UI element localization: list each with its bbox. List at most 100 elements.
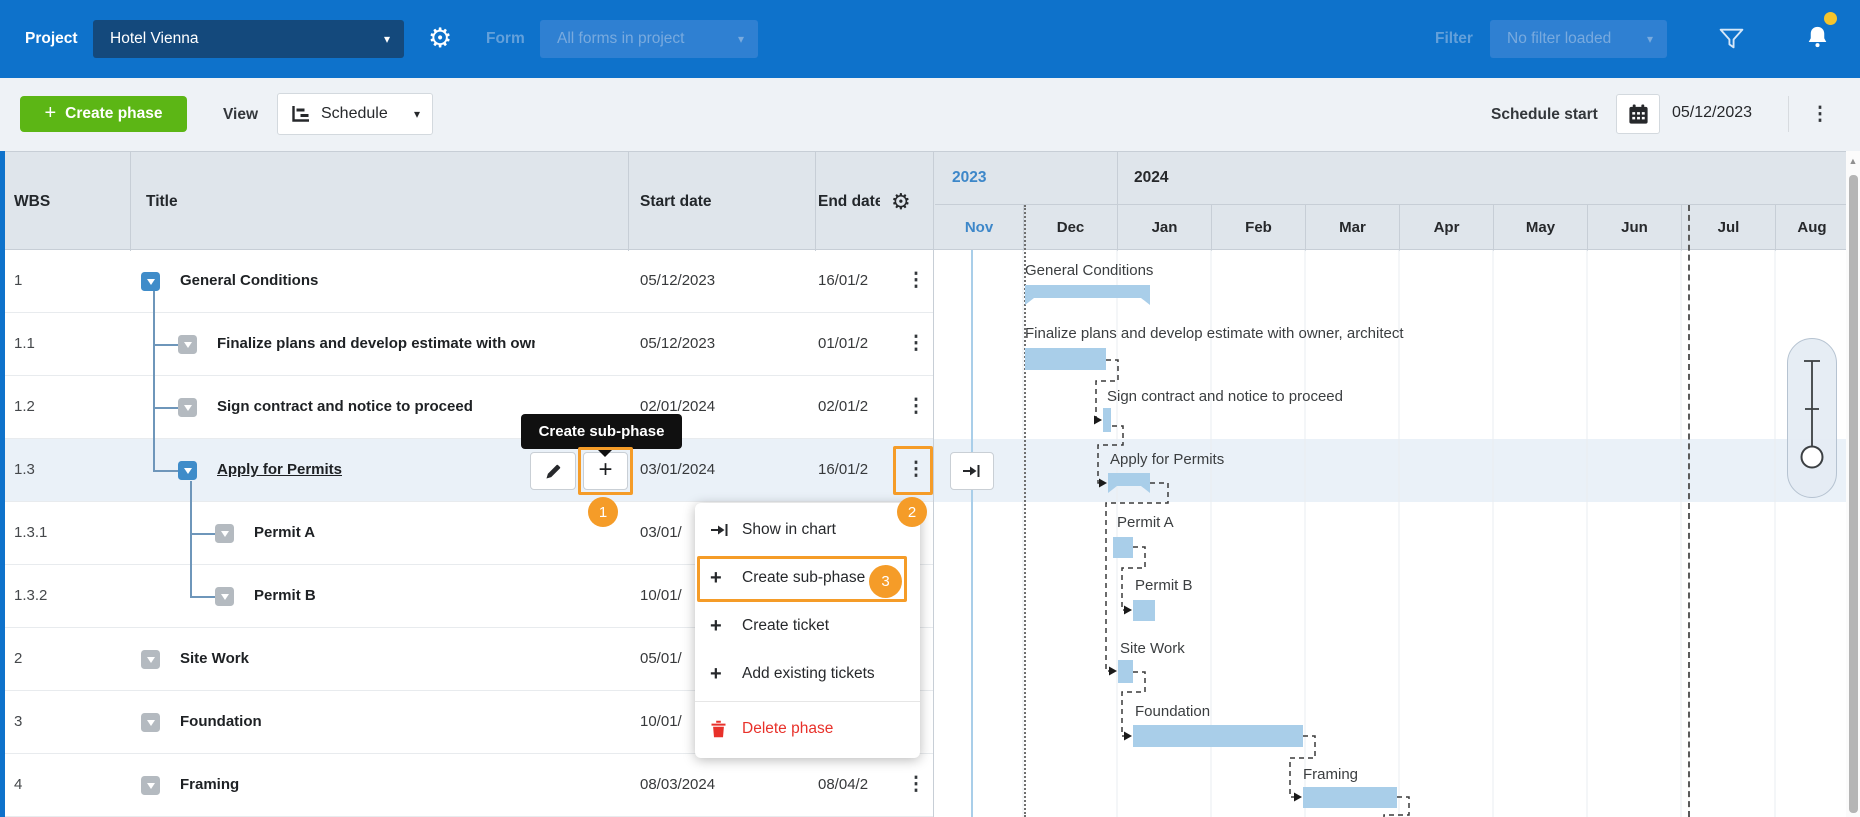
gantt-task-label: Site Work: [1120, 640, 1185, 657]
table-row[interactable]: 1.3.2 Permit B 10/01/: [5, 565, 933, 628]
row-title[interactable]: Apply for Permits: [217, 461, 343, 478]
annotation-badge-2: 2: [897, 497, 927, 527]
menu-item-label: Show in chart: [742, 521, 836, 538]
table-row[interactable]: 1.3 Apply for Permits 03/01/2024 16/01/2 ⋮: [5, 439, 933, 502]
plus-icon: +: [710, 662, 722, 685]
column-header-start-date: Start date: [640, 192, 712, 210]
tree-stub: [190, 533, 215, 535]
create-phase-label: Create phase: [65, 105, 163, 122]
gantt-month-Mar: Mar: [1305, 204, 1399, 251]
row-wbs: 2: [14, 650, 23, 667]
gantt-summary-bar[interactable]: [1108, 473, 1150, 493]
menu-item-show-in-chart[interactable]: Show in chart: [695, 506, 920, 554]
row-title[interactable]: Finalize plans and develop estimate with…: [217, 335, 535, 352]
dependency-connector: [1121, 546, 1146, 611]
pencil-icon: [544, 462, 563, 481]
create-phase-button[interactable]: + Create phase: [20, 96, 187, 132]
notification-bell-icon[interactable]: [1804, 24, 1831, 56]
project-settings-gear-icon[interactable]: ⚙: [428, 23, 453, 53]
menu-item-create-ticket[interactable]: + Create ticket: [695, 602, 920, 650]
table-row[interactable]: 1.1 Finalize plans and develop estimate w…: [5, 313, 933, 376]
row-kebab-menu[interactable]: ⋮: [906, 459, 926, 480]
annotation-ring-create-subphase-button: [578, 447, 633, 495]
gantt-bar[interactable]: [1113, 537, 1133, 558]
row-kebab-menu[interactable]: ⋮: [906, 333, 926, 354]
project-dropdown[interactable]: Hotel Vienna ▾: [93, 20, 404, 58]
edit-phase-button[interactable]: [530, 452, 576, 490]
toolbar-kebab-menu[interactable]: ⋮: [1810, 104, 1830, 125]
gantt-chart: General Conditions Finalize plans and dev…: [1022, 250, 1776, 817]
year-divider: [1117, 152, 1118, 204]
forms-dropdown[interactable]: All forms in project ▾: [540, 20, 758, 58]
funnel-filter-icon[interactable]: [1718, 26, 1745, 56]
gantt-month-Aug: Aug: [1775, 204, 1848, 251]
filter-dropdown[interactable]: No filter loaded ▾: [1490, 20, 1667, 58]
collapse-toggle[interactable]: [141, 272, 160, 291]
gantt-summary-bar[interactable]: [1025, 285, 1150, 305]
gantt-month-Dec: Dec: [1023, 204, 1117, 251]
expand-toggle[interactable]: [178, 335, 197, 354]
chart-zoom-slider[interactable]: [1787, 338, 1837, 498]
menu-item-add-existing-tickets[interactable]: + Add existing tickets: [695, 650, 920, 698]
table-row[interactable]: 1.3.1 Permit A 03/01/: [5, 502, 933, 565]
gantt-bar[interactable]: [1118, 660, 1133, 683]
table-row[interactable]: 3 Foundation 10/01/: [5, 691, 933, 754]
menu-item-label: Create ticket: [742, 617, 830, 634]
expand-toggle[interactable]: [215, 524, 234, 543]
gantt-bar[interactable]: [1303, 787, 1397, 808]
schedule-start-calendar-button[interactable]: [1616, 94, 1660, 134]
expand-toggle[interactable]: [215, 587, 234, 606]
row-title[interactable]: Sign contract and notice to proceed: [217, 398, 473, 415]
expand-toggle[interactable]: [141, 776, 160, 795]
gantt-bar[interactable]: [1103, 408, 1111, 432]
expand-toggle[interactable]: [141, 650, 160, 669]
calendar-icon: [1627, 103, 1650, 126]
menu-item-delete-phase[interactable]: Delete phase: [695, 705, 920, 753]
row-title[interactable]: Permit A: [254, 524, 316, 541]
top-bar: Project Hotel Vienna ▾ ⚙ Form All forms …: [0, 0, 1860, 78]
row-title[interactable]: Site Work: [180, 650, 249, 667]
scrollbar-up-arrow[interactable]: ▲: [1848, 156, 1858, 166]
row-title[interactable]: Foundation: [180, 713, 262, 730]
create-sub-phase-button[interactable]: +: [583, 452, 628, 490]
table-row[interactable]: 4 Framing 08/03/2024 08/04/2 ⋮: [5, 754, 933, 817]
expand-toggle[interactable]: [178, 398, 197, 417]
table-row[interactable]: 1 General Conditions 05/12/2023 16/01/2 ⋮: [5, 250, 933, 313]
menu-divider: [695, 701, 920, 702]
view-dropdown[interactable]: Schedule ▾: [277, 93, 433, 135]
row-kebab-menu[interactable]: ⋮: [906, 396, 926, 417]
scrollbar-thumb[interactable]: [1849, 175, 1858, 813]
table-header: WBS Title Start date End date ⚙ 2023 2024 Nov De…: [5, 151, 1848, 251]
row-kebab-menu[interactable]: ⋮: [906, 774, 926, 795]
chevron-down-icon: [183, 405, 192, 411]
row-title[interactable]: General Conditions: [180, 272, 319, 289]
row-kebab-menu[interactable]: ⋮: [906, 270, 926, 291]
row-wbs: 1.3.1: [14, 524, 48, 541]
gantt-chart-icon: [290, 104, 311, 124]
chevron-down-icon: [146, 657, 155, 663]
gantt-bar[interactable]: [1133, 725, 1303, 747]
tree-stub: [153, 344, 178, 346]
view-dropdown-value: Schedule: [321, 105, 388, 122]
notification-dot: [1824, 12, 1837, 25]
row-end-date: 01/01/2: [818, 335, 869, 352]
show-in-chart-button[interactable]: [950, 452, 994, 490]
gantt-bar[interactable]: [1025, 348, 1106, 370]
schedule-start-date[interactable]: 05/12/2023: [1672, 104, 1753, 121]
chevron-down-icon: ▾: [383, 32, 390, 46]
header-divider: [815, 152, 816, 251]
expand-toggle[interactable]: [141, 713, 160, 732]
gantt-month-Jun: Jun: [1587, 204, 1681, 251]
row-title[interactable]: Permit B: [254, 587, 316, 604]
collapse-toggle[interactable]: [178, 461, 197, 480]
row-wbs: 1: [14, 272, 23, 289]
table-row[interactable]: 1.2 Sign contract and notice to proceed 02…: [5, 376, 933, 439]
chevron-down-icon: [220, 531, 229, 537]
gantt-bar[interactable]: [1133, 600, 1155, 621]
column-settings-gear-icon[interactable]: ⚙: [891, 189, 911, 214]
chart-marker-line: [1688, 205, 1690, 817]
gantt-year-2023: 2023: [952, 169, 987, 186]
menu-item-create-sub-phase[interactable]: + Create sub-phase: [695, 554, 920, 602]
row-title[interactable]: Framing: [180, 776, 240, 793]
table-row[interactable]: 2 Site Work 05/01/: [5, 628, 933, 691]
